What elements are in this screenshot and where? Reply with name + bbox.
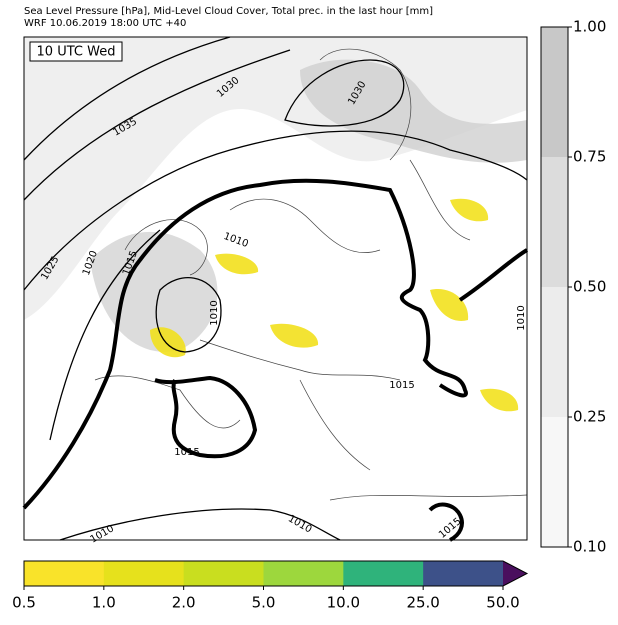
color-segment (263, 561, 344, 586)
contour-label: 1015 (389, 380, 414, 391)
color-segment (541, 27, 568, 157)
color-segment (24, 561, 105, 586)
color-segment (343, 561, 424, 586)
color-segment (541, 157, 568, 287)
tick-label: 0.50 (573, 278, 606, 296)
tick-label: 10.0 (327, 594, 360, 612)
colorbar-frame (23, 560, 529, 587)
tick-label: 1.00 (573, 18, 606, 36)
contour-label: 1015 (174, 447, 199, 458)
tick-label: 0.75 (573, 148, 606, 166)
tick-label: 25.0 (406, 594, 439, 612)
header-line2: WRF 10.06.2019 18:00 UTC +40 (24, 18, 186, 29)
tick-label: 2.0 (172, 594, 196, 612)
tick-label: 0.5 (12, 594, 36, 612)
color-segment (103, 561, 185, 586)
color-segment (423, 561, 504, 586)
time-label: 10 UTC Wed (37, 45, 116, 60)
color-segment (541, 287, 568, 417)
precip-colorbar: 0.5 1.0 2.0 5.0 10.0 25.0 50.0 (12, 560, 529, 612)
color-segment (183, 561, 264, 586)
tick-label: 1.0 (92, 594, 116, 612)
tick-label: 0.10 (573, 538, 606, 556)
color-segment (541, 417, 568, 547)
extend-arrow (503, 561, 527, 586)
contour-label: 1010 (516, 305, 527, 330)
header-line1: Sea Level Pressure [hPa], Mid-Level Clou… (24, 6, 433, 17)
tick-label: 5.0 (252, 594, 276, 612)
tick-label: 50.0 (486, 594, 519, 612)
tick-label: 0.25 (573, 408, 606, 426)
contour-label: 1010 (209, 300, 220, 325)
cloud-colorbar: 0.10 0.25 0.50 0.75 1.00 (540, 18, 606, 556)
